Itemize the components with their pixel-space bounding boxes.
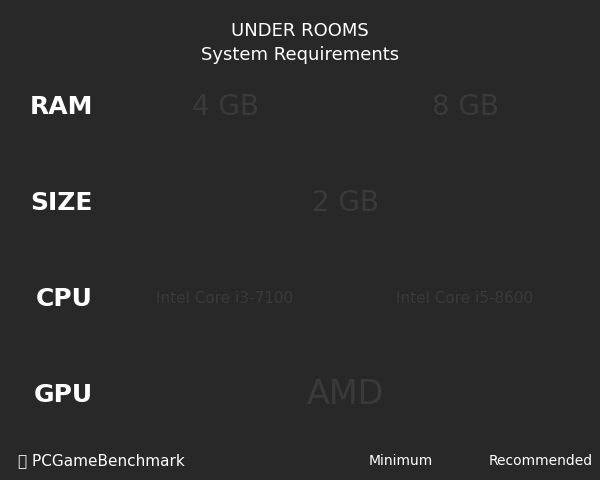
Text: UNDER ROOMS: UNDER ROOMS — [231, 22, 369, 40]
Text: 4 GB: 4 GB — [191, 93, 259, 121]
Text: 📊 PCGameBenchmark: 📊 PCGameBenchmark — [18, 453, 185, 468]
Text: GPU: GPU — [34, 383, 93, 407]
Text: RAM: RAM — [29, 95, 93, 119]
Text: System Requirements: System Requirements — [201, 46, 399, 64]
Text: Intel Core i5-8600: Intel Core i5-8600 — [397, 291, 533, 306]
Text: Intel Core i3-7100: Intel Core i3-7100 — [157, 291, 293, 306]
Text: AMD: AMD — [307, 378, 383, 411]
Text: 8 GB: 8 GB — [431, 93, 499, 121]
Text: 2 GB: 2 GB — [311, 189, 379, 217]
Text: SIZE: SIZE — [31, 191, 93, 215]
Text: Recommended: Recommended — [489, 454, 593, 468]
Text: CPU: CPU — [36, 287, 93, 311]
Text: Minimum: Minimum — [369, 454, 433, 468]
